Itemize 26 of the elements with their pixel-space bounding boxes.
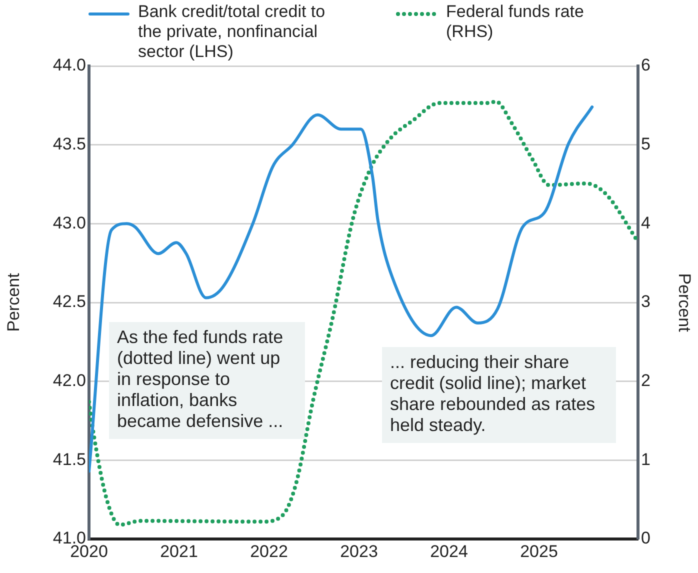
y2-tick-label: 0 (641, 528, 650, 548)
y2-tick-label: 1 (641, 450, 650, 469)
annotation: ... reducing their share credit (solid line); market share rebounded as rates held steady. (390, 352, 596, 435)
y-tick-label: 43.5 (52, 134, 86, 154)
y2-axis-title: Percent (675, 273, 694, 332)
y2-tick-label: 4 (641, 213, 650, 232)
line-series (89, 99, 638, 527)
x-tick-label: 2024 (430, 542, 468, 561)
y-tick-label: 42.0 (52, 371, 86, 390)
y2-tick-label: 2 (641, 371, 650, 390)
x-tick-label: 2022 (250, 542, 288, 561)
y2-tick-label: 5 (641, 134, 650, 154)
x-tick-label: 2025 (520, 542, 558, 561)
y-axis-title: Percent (4, 272, 23, 332)
legend-label: Bank credit/total credit to the private, nonfinancial sector (LHS) (138, 2, 326, 62)
y-tick-label: 44.0 (52, 56, 86, 75)
y-tick-label: 42.5 (52, 292, 86, 312)
legend-label: Federal funds rate (RHS) (446, 2, 584, 42)
annotation: As the fed funds rate (dotted line) went up in response to inflation, banks became defensive ... (117, 326, 284, 431)
x-tick-label: 2023 (340, 542, 378, 561)
line-series (89, 105, 594, 473)
y-tick-label: 43.0 (52, 213, 86, 232)
x-tick-label: 2021 (160, 542, 198, 561)
y2-tick-label: 3 (641, 292, 650, 312)
y2-tick-label: 6 (641, 56, 650, 75)
y-tick-label: 41.5 (52, 450, 86, 469)
